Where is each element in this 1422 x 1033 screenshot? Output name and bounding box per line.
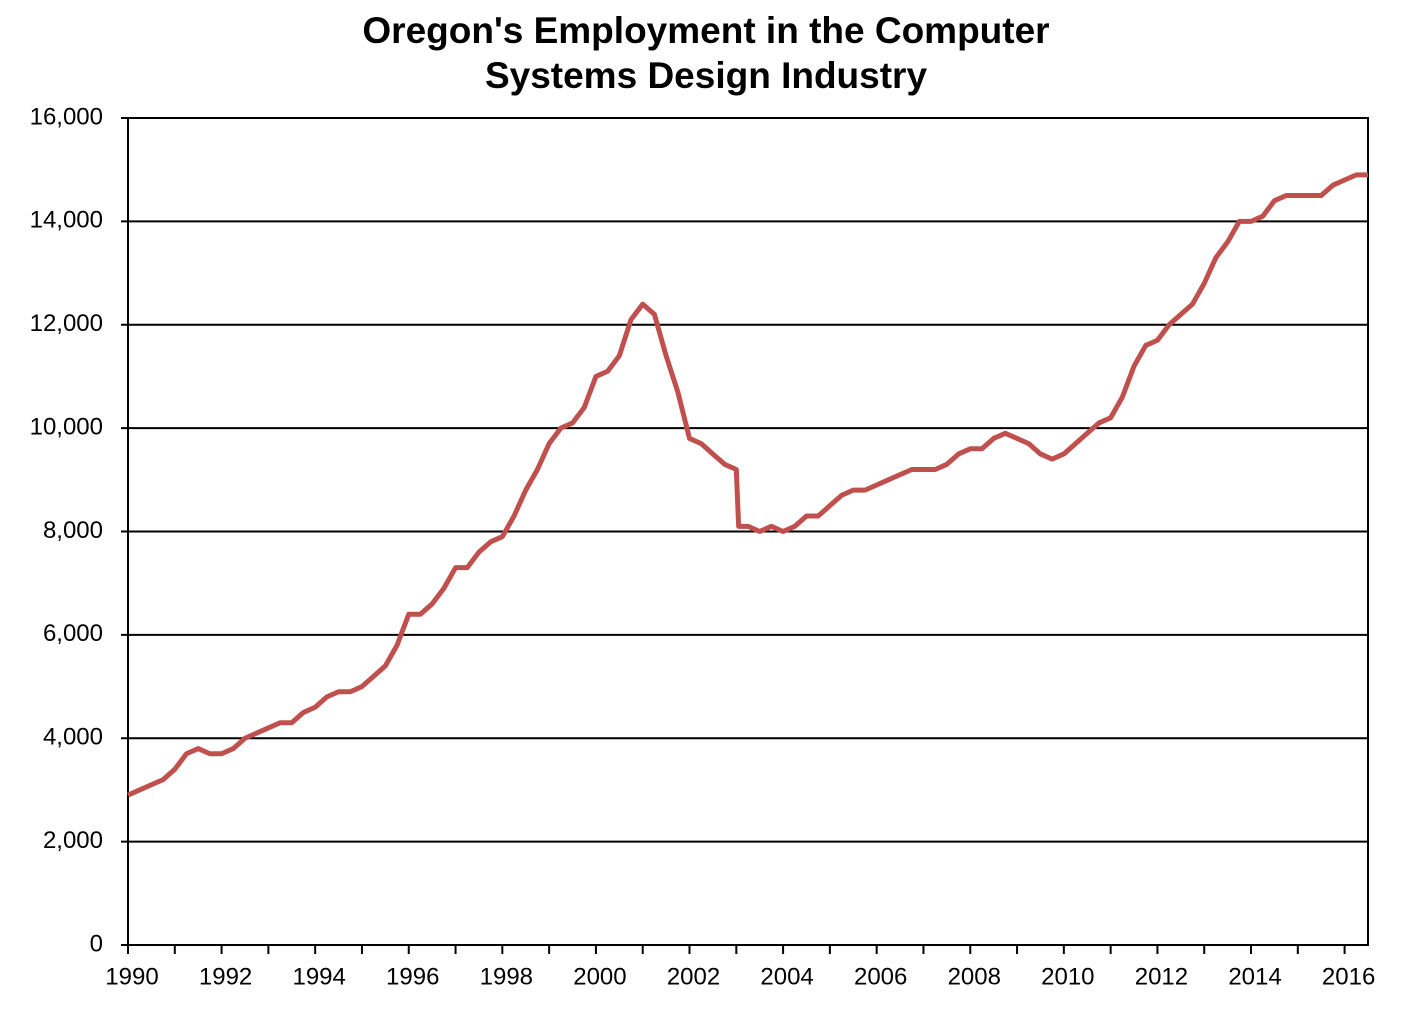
x-tick-label: 1990 bbox=[105, 963, 158, 990]
y-tick-label: 14,000 bbox=[30, 207, 103, 234]
y-tick-label: 12,000 bbox=[30, 310, 103, 337]
x-tick-label: 2014 bbox=[1228, 963, 1281, 990]
x-tick-label: 1994 bbox=[292, 963, 345, 990]
x-tick-label: 2004 bbox=[760, 963, 813, 990]
x-tick-label: 2002 bbox=[667, 963, 720, 990]
y-tick-label: 16,000 bbox=[30, 103, 103, 130]
y-tick-label: 4,000 bbox=[43, 724, 103, 751]
y-tick-label: 10,000 bbox=[30, 413, 103, 440]
x-tick-label: 1996 bbox=[386, 963, 439, 990]
data-line bbox=[126, 172, 1368, 798]
x-tick-label: 2010 bbox=[1041, 963, 1094, 990]
x-tick-label: 2000 bbox=[573, 963, 626, 990]
y-tick-label: 6,000 bbox=[43, 620, 103, 647]
y-tick-label: 2,000 bbox=[43, 827, 103, 854]
y-tick-label: 8,000 bbox=[43, 517, 103, 544]
plot-frame bbox=[127, 117, 1369, 946]
x-tick-label: 2008 bbox=[948, 963, 1001, 990]
y-tick-label: 0 bbox=[90, 930, 103, 957]
x-tick-label: 2006 bbox=[854, 963, 907, 990]
x-tick-label: 2012 bbox=[1135, 963, 1188, 990]
chart-title: Oregon's Employment in the Computer Syst… bbox=[362, 10, 1050, 96]
x-tick-label: 1998 bbox=[480, 963, 533, 990]
x-tick-label: 2016 bbox=[1322, 963, 1375, 990]
x-tick-label: 1992 bbox=[199, 963, 252, 990]
